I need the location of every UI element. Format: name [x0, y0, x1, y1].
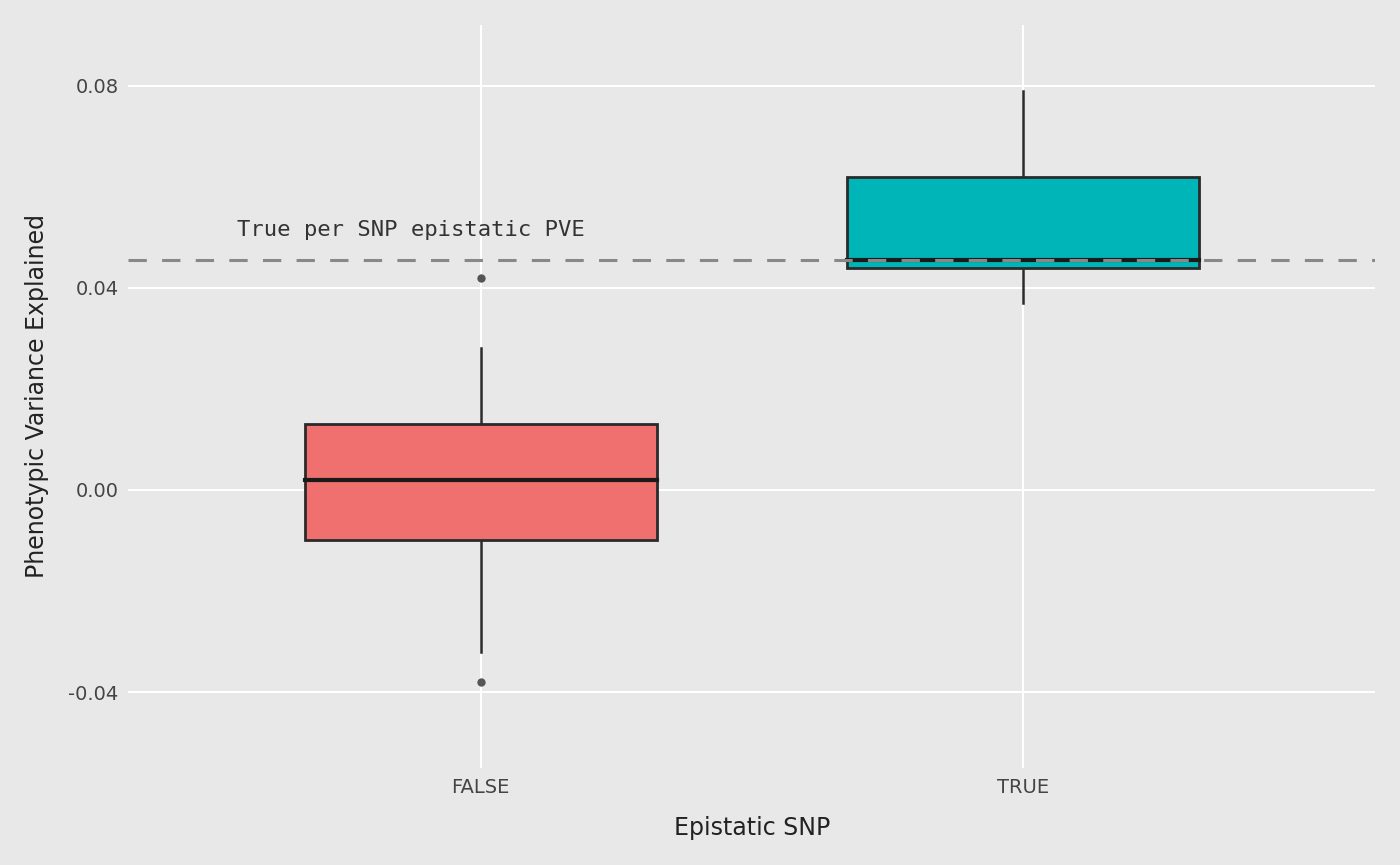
- X-axis label: Epistatic SNP: Epistatic SNP: [673, 816, 830, 840]
- Y-axis label: Phenotypic Variance Explained: Phenotypic Variance Explained: [25, 215, 49, 579]
- Bar: [305, 424, 657, 541]
- Text: True per SNP epistatic PVE: True per SNP epistatic PVE: [237, 220, 585, 240]
- Bar: [847, 176, 1198, 267]
